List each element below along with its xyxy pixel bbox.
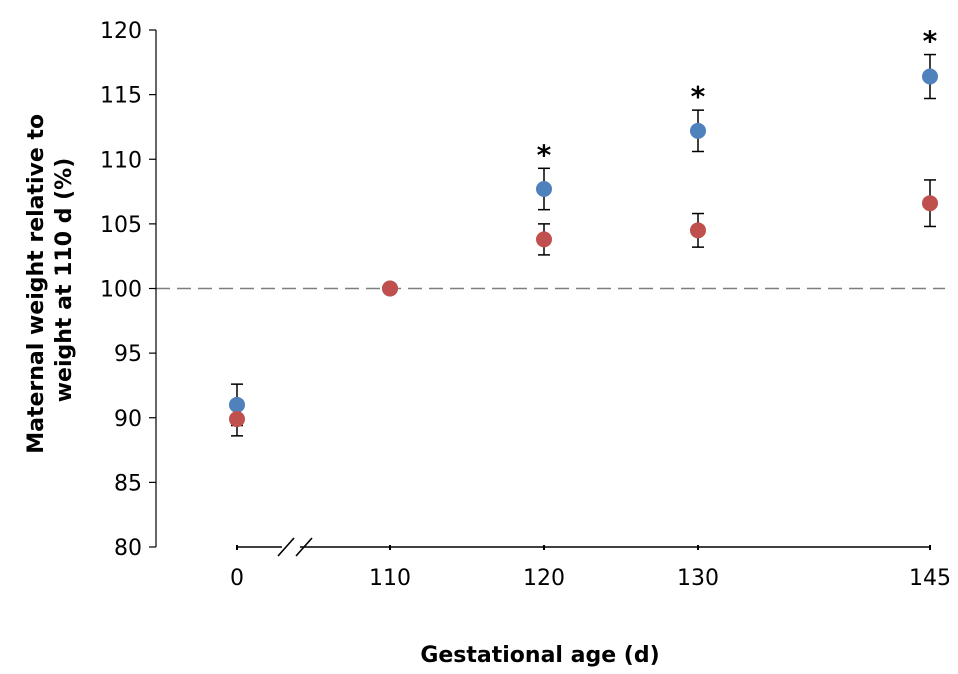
x-tick-label-110: 110: [369, 566, 411, 591]
data-point-s2-110: [382, 280, 398, 297]
y-tick-label-110: 110: [100, 148, 142, 173]
data-point-s1-120: [536, 180, 552, 197]
y-tick-label-80: 80: [114, 536, 142, 561]
significance-star-130: *: [691, 80, 706, 113]
axis-break-mark-1: [277, 537, 295, 557]
y-tick-label-85: 85: [114, 471, 142, 496]
y-tick-label-120: 120: [100, 19, 142, 44]
data-point-s1-145: [922, 68, 938, 85]
data-point-s2-145: [922, 195, 938, 212]
y-tick-label-100: 100: [100, 278, 142, 303]
data-point-s2-130: [690, 222, 706, 239]
data-point-s1-0: [229, 396, 245, 413]
x-tick-label-120: 120: [523, 566, 565, 591]
data-point-s2-0: [229, 411, 245, 428]
y-tick-label-115: 115: [100, 84, 142, 109]
y-tick-label-105: 105: [100, 213, 142, 238]
significance-star-145: *: [923, 25, 938, 58]
y-tick-label-95: 95: [114, 342, 142, 367]
x-tick-label-130: 130: [677, 566, 719, 591]
y-axis-title-line-2: weight at 110 d (%): [52, 158, 77, 403]
axis-break-mark-2: [295, 537, 313, 557]
data-point-s1-130: [690, 122, 706, 139]
y-axis-title-line-1: Maternal weight relative to: [24, 114, 49, 454]
x-tick-label-145: 145: [909, 566, 951, 591]
data-point-s2-120: [536, 231, 552, 248]
significance-star-120: *: [537, 138, 552, 171]
y-tick-label-90: 90: [114, 407, 142, 432]
y-axis-title: Maternal weight relative to weight at 11…: [24, 106, 77, 454]
x-axis-title: Gestational age (d): [420, 643, 659, 668]
x-tick-label-0: 0: [230, 566, 244, 591]
